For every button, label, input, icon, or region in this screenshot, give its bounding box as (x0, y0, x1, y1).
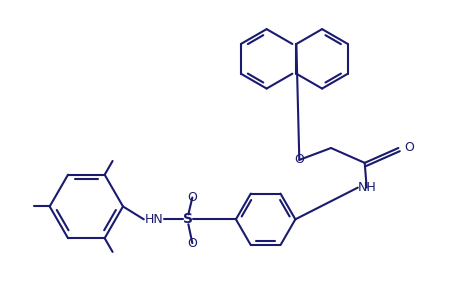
Text: HN: HN (144, 213, 163, 226)
Text: S: S (183, 212, 193, 226)
Text: O: O (187, 191, 197, 204)
Text: O: O (187, 237, 197, 250)
Text: O: O (294, 153, 304, 166)
Text: O: O (404, 141, 414, 154)
Text: NH: NH (357, 181, 376, 194)
